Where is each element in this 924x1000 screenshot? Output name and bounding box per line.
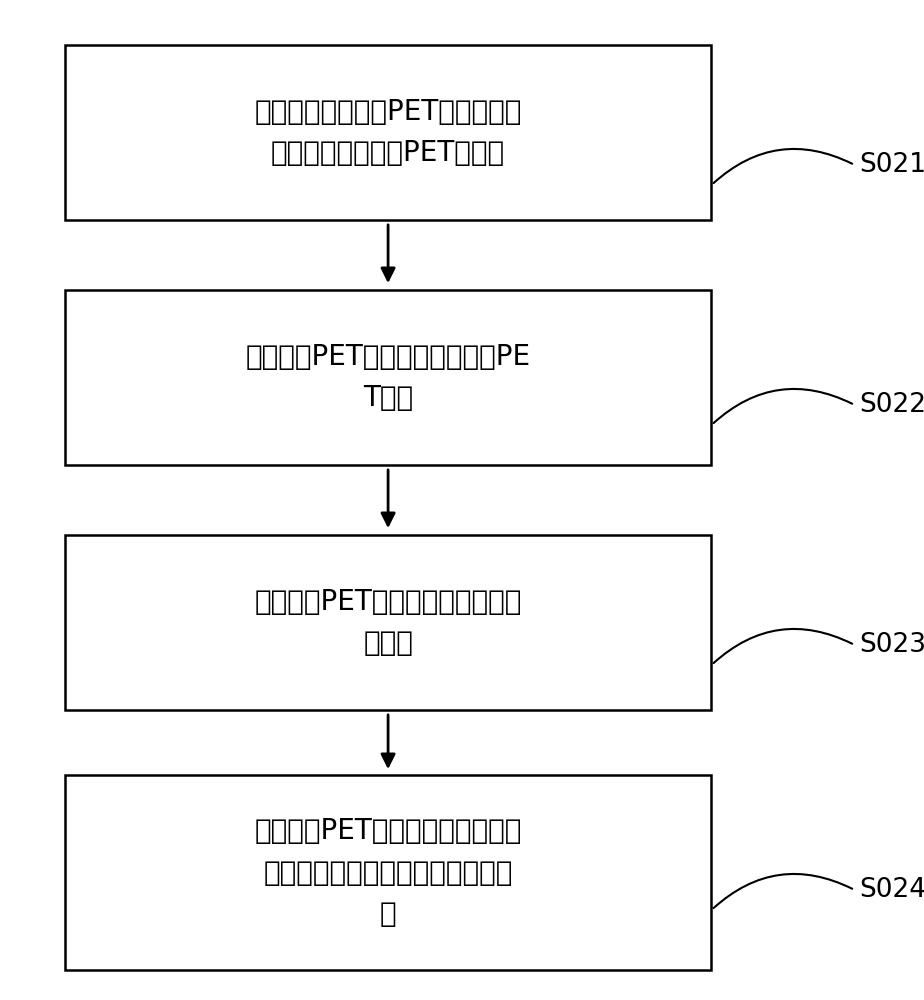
Text: S024: S024 xyxy=(859,877,924,903)
Text: S021: S021 xyxy=(859,152,924,178)
Text: 获取多个PET图像对应的的质心运
动曲线: 获取多个PET图像对应的的质心运 动曲线 xyxy=(254,588,522,657)
Text: S023: S023 xyxy=(859,632,924,658)
Text: 根据多个PET图像对应的质心运动
曲线得到子扫描区域的生理运动特
征: 根据多个PET图像对应的质心运动 曲线得到子扫描区域的生理运动特 征 xyxy=(254,817,522,928)
Text: 将第三时间段内的PET数据按照采
集时间划分为多个PET数据段: 将第三时间段内的PET数据按照采 集时间划分为多个PET数据段 xyxy=(254,98,522,167)
Bar xyxy=(65,290,711,465)
Bar xyxy=(65,535,711,710)
Text: S022: S022 xyxy=(859,392,924,418)
Text: 重建多个PET数据段以得到多个PE
T图像: 重建多个PET数据段以得到多个PE T图像 xyxy=(246,343,530,412)
Bar xyxy=(65,45,711,220)
Bar xyxy=(65,775,711,970)
